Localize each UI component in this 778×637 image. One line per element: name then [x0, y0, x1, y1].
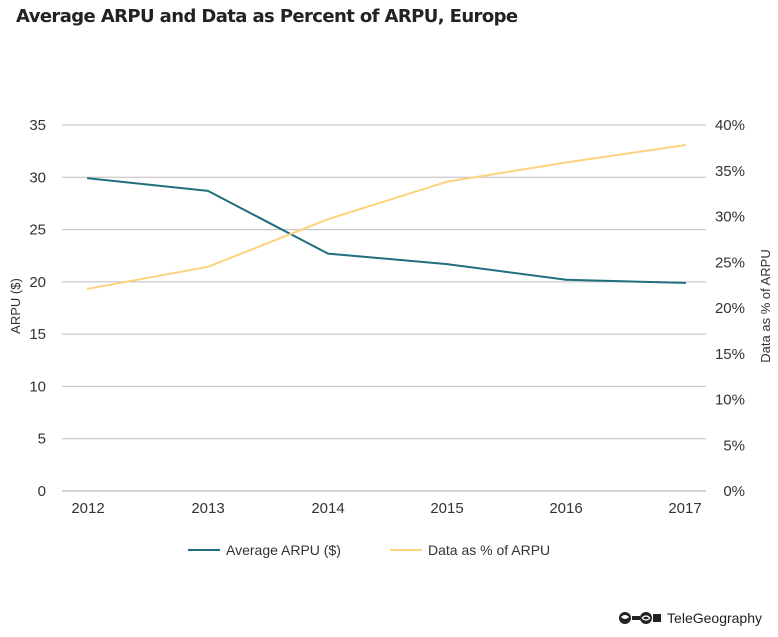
data-point	[207, 189, 209, 192]
x-tick-label: 2017	[668, 500, 701, 517]
x-tick-label: 2013	[191, 500, 224, 517]
data-point	[565, 161, 567, 164]
y-axis-right-label: Data as % of ARPU	[758, 249, 773, 362]
y-right-tick-label: 40%	[715, 117, 745, 134]
y-axis-left-label: ARPU ($)	[8, 278, 23, 334]
y-right-tick-label: 20%	[715, 300, 745, 317]
series-line-data-pct	[87, 144, 686, 290]
y-left-tick-label: 15	[29, 326, 46, 343]
brand: TeleGeography	[618, 610, 762, 626]
data-point	[327, 218, 329, 221]
legend-label: Data as % of ARPU	[428, 542, 550, 558]
x-tick-label: 2015	[430, 500, 463, 517]
data-point	[565, 278, 567, 281]
data-point	[684, 144, 686, 147]
x-tick-label: 2016	[549, 500, 582, 517]
data-point	[207, 265, 209, 268]
y-right-tick-label: 10%	[715, 392, 745, 409]
y-right-tick-label: 30%	[715, 209, 745, 226]
y-right-tick-label: 35%	[715, 163, 745, 180]
chart-title: Average ARPU and Data as Percent of ARPU…	[16, 6, 518, 27]
legend: Average ARPU ($) Data as % of ARPU	[188, 542, 550, 558]
y-right-tick-label: 5%	[723, 437, 745, 454]
y-left-tick-label: 25	[29, 222, 46, 239]
y-left-tick-label: 10	[29, 378, 46, 395]
data-point	[446, 263, 448, 266]
brand-name: TeleGeography	[667, 610, 762, 626]
y-left-tick-label: 20	[29, 274, 46, 291]
y-left-tick-label: 5	[38, 431, 46, 448]
y-right-tick-label: 25%	[715, 254, 745, 271]
x-tick-label: 2014	[311, 500, 344, 517]
legend-label: Average ARPU ($)	[226, 542, 341, 558]
data-point	[87, 177, 89, 180]
x-tick-label: 2012	[71, 500, 104, 517]
y-right-tick-label: 15%	[715, 346, 745, 363]
data-point	[684, 281, 686, 284]
data-point	[327, 252, 329, 255]
telegeography-logo-icon	[619, 612, 662, 624]
y-left-tick-label: 30	[29, 169, 46, 186]
y-left-tick-label: 35	[29, 117, 46, 134]
y-right-tick-label: 0%	[723, 483, 745, 500]
data-point	[446, 180, 448, 183]
series-line-arpu	[87, 177, 686, 284]
data-point	[87, 287, 89, 290]
y-left-tick-label: 0	[38, 483, 46, 500]
